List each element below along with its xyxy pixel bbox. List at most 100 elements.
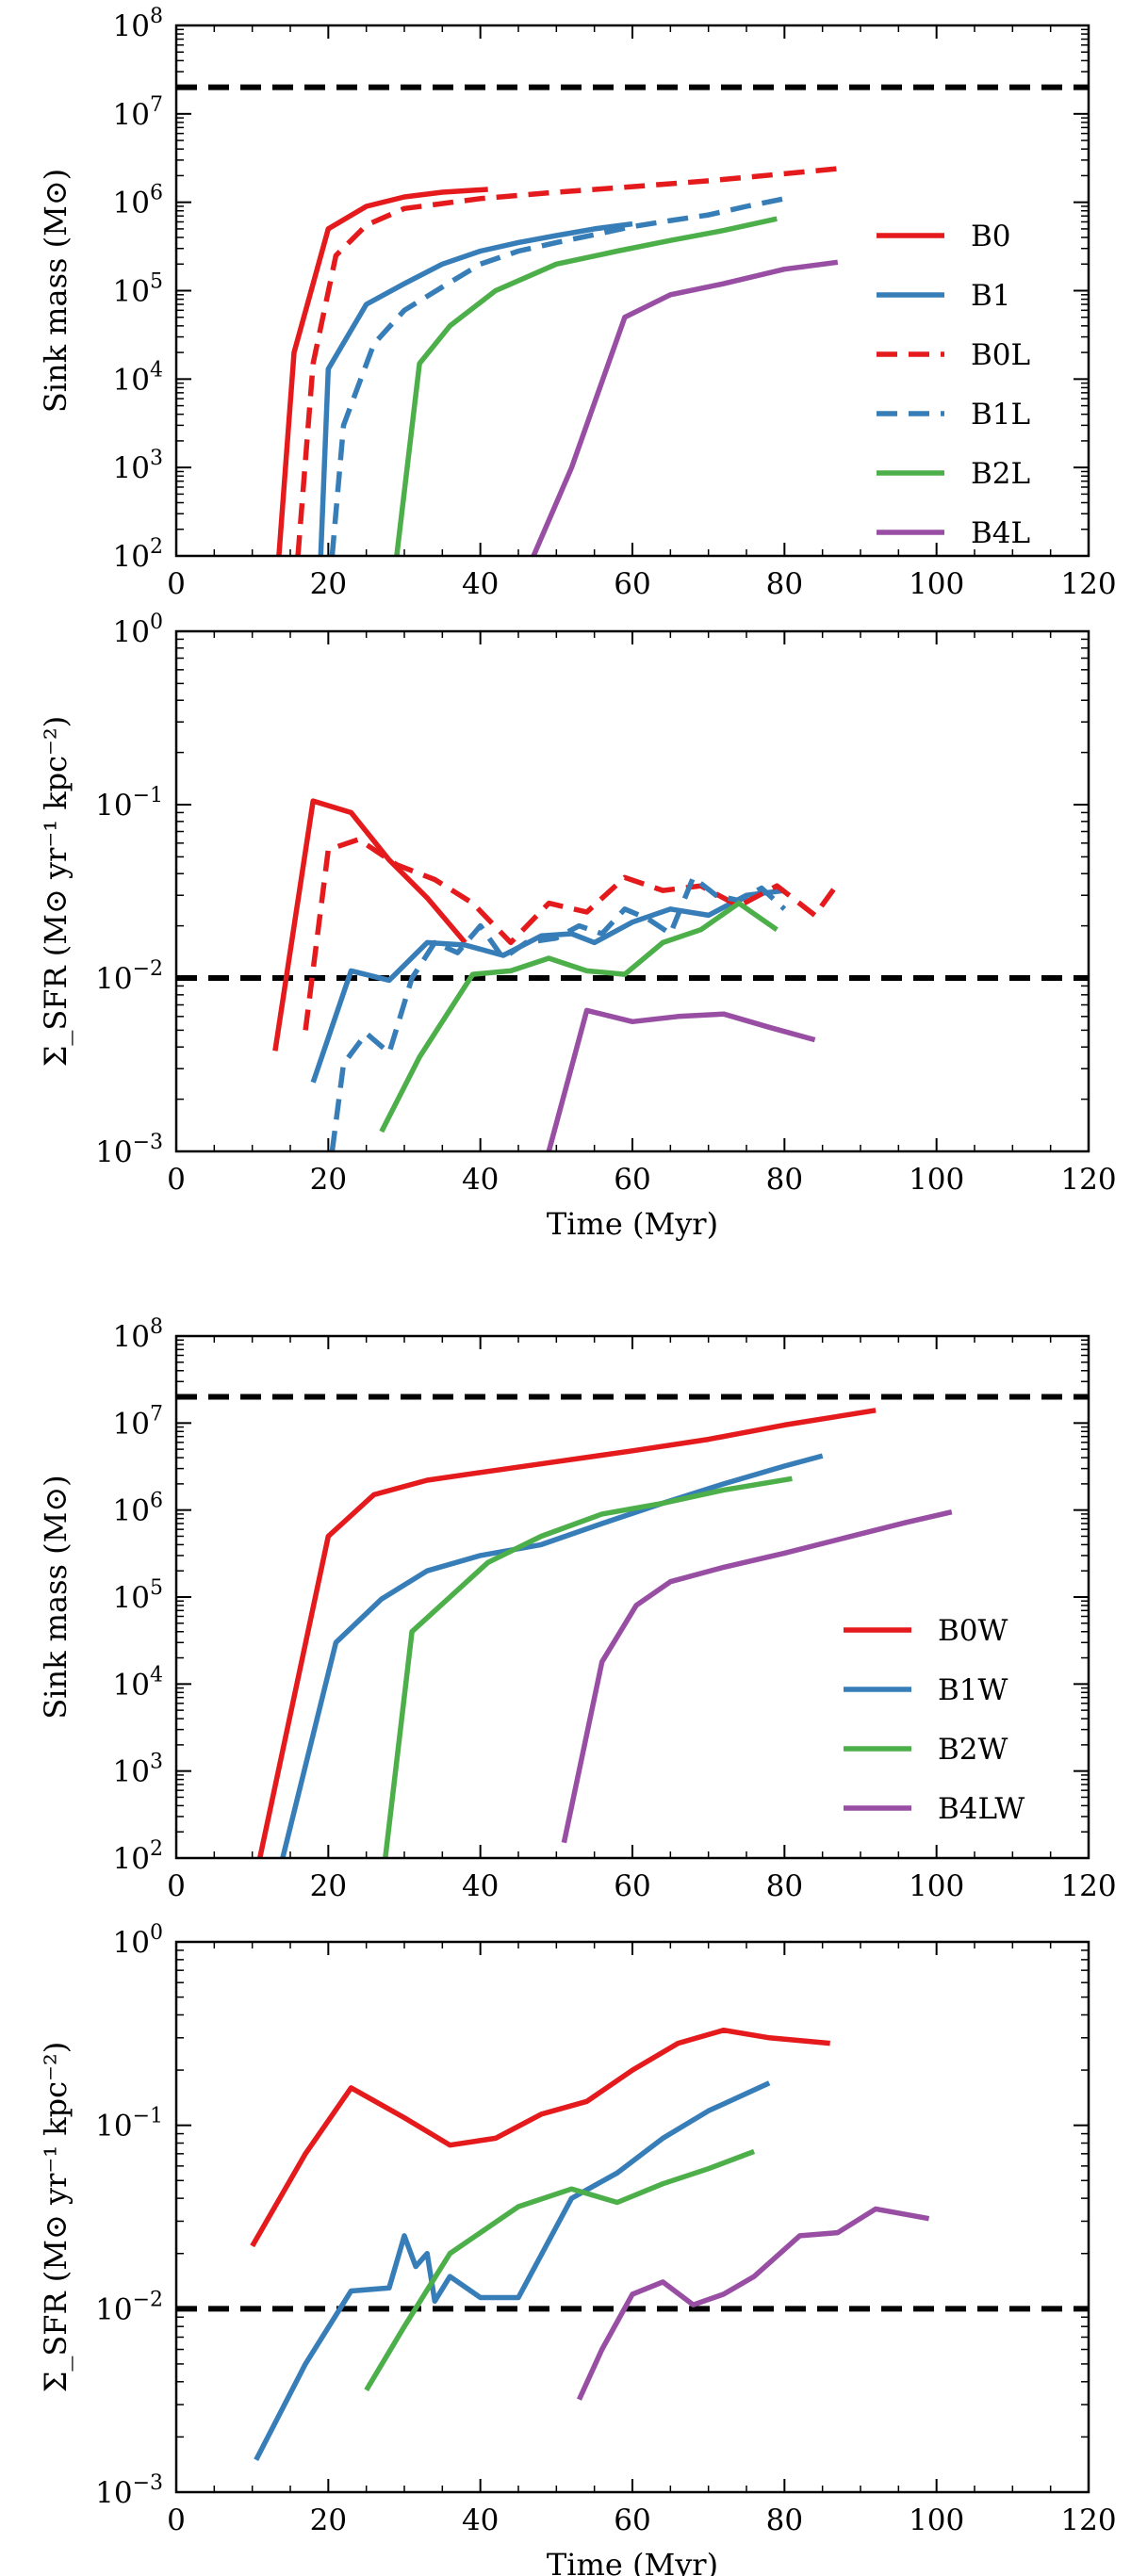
legend-label-b4lw: B4LW (938, 1792, 1024, 1826)
y-tick-exponent: 0 (150, 1921, 163, 1945)
x-tick-label: 100 (909, 567, 964, 601)
y-tick-exponent: −3 (133, 2471, 163, 2495)
x-tick-label: 100 (909, 2503, 964, 2537)
y-tick-label: 10−1 (95, 2105, 163, 2144)
series-b4l-line (546, 1007, 816, 1151)
y-tick-exponent: −1 (133, 784, 163, 807)
y-tick-label: 100 (113, 1921, 163, 1960)
legend: B0 B1 B0L B1L B2L B4L (877, 220, 1030, 550)
series-b0w-line (257, 1408, 877, 1858)
x-tick-label: 40 (462, 1163, 499, 1197)
y-tick-base: 10 (113, 275, 150, 309)
plot-area (176, 2027, 1089, 2461)
x-tick-label: 120 (1060, 1869, 1116, 1903)
y-tick-base: 10 (113, 1926, 150, 1960)
y-tick-base: 10 (95, 789, 132, 823)
legend-label-b1l: B1L (971, 398, 1030, 432)
x-axis-label: Time (Myr) (547, 1206, 718, 1242)
legend-label-b0l: B0L (971, 338, 1030, 372)
y-tick-exponent: 4 (150, 358, 163, 382)
x-tick-label: 0 (167, 1163, 186, 1197)
y-tick-exponent: 8 (150, 1315, 163, 1339)
y-tick-base: 10 (113, 1581, 150, 1615)
series-b1w-line (280, 1453, 824, 1858)
plot-area (176, 1394, 1089, 1858)
y-tick-label: 106 (113, 182, 163, 220)
x-tick-label: 80 (766, 567, 803, 601)
y-tick-base: 10 (113, 187, 150, 220)
x-tick-label: 80 (766, 1163, 803, 1197)
y-tick-exponent: 8 (150, 5, 163, 28)
y-tick-label: 10−3 (95, 2471, 163, 2510)
series-b2l-line (379, 900, 779, 1133)
y-tick-exponent: 6 (150, 1490, 163, 1513)
series-b1l-line (329, 874, 787, 1151)
legend-label-b2l: B2L (971, 457, 1030, 491)
y-tick-label: 107 (113, 93, 163, 132)
y-axis-label: Σ_SFR (M⊙ yr⁻¹ kpc⁻²) (38, 716, 74, 1068)
y-tick-base: 10 (95, 2292, 132, 2326)
y-tick-base: 10 (113, 1494, 150, 1528)
series-b4l-line (531, 259, 839, 556)
y-tick-label: 102 (113, 1837, 163, 1876)
x-tick-label: 60 (614, 1163, 650, 1197)
y-tick-base: 10 (113, 9, 150, 43)
x-tick-label: 60 (614, 1869, 650, 1903)
y-tick-label: 10−1 (95, 784, 163, 823)
legend-label-b0w: B0W (938, 1614, 1008, 1648)
y-tick-exponent: 2 (150, 535, 163, 559)
y-tick-label: 103 (113, 447, 163, 485)
y-tick-exponent: 6 (150, 182, 163, 205)
y-tick-label: 104 (113, 1663, 163, 1702)
y-tick-exponent: −3 (133, 1131, 163, 1154)
y-tick-base: 10 (95, 2110, 132, 2144)
y-tick-exponent: 7 (150, 1402, 163, 1426)
y-tick-base: 10 (113, 540, 150, 574)
series-b1-line (318, 220, 633, 556)
legend: B0W B1W B2W B4LW (844, 1614, 1024, 1826)
panel-1: 0 20 40 60 80 100 120102103104105106107108Sink… (38, 5, 1117, 601)
x-tick-label: 0 (167, 1869, 186, 1903)
y-tick-exponent: −2 (133, 2288, 163, 2311)
y-tick-exponent: 3 (150, 447, 163, 470)
y-tick-base: 10 (95, 1135, 132, 1169)
y-tick-base: 10 (113, 1755, 150, 1789)
legend-label-b1w: B1W (938, 1673, 1008, 1707)
y-tick-exponent: 2 (150, 1837, 163, 1861)
x-tick-label: 0 (167, 2503, 186, 2537)
y-tick-exponent: 4 (150, 1663, 163, 1687)
x-tick-label: 0 (167, 567, 186, 601)
x-tick-label: 40 (462, 567, 499, 601)
y-tick-label: 103 (113, 1751, 163, 1789)
y-tick-label: 106 (113, 1490, 163, 1528)
x-tick-label: 120 (1060, 1163, 1116, 1197)
series-b4lw-line (576, 2206, 930, 2401)
y-tick-label: 105 (113, 270, 163, 309)
series-b2w-line (364, 2148, 756, 2392)
legend-label-b1: B1 (971, 279, 1011, 313)
y-tick-exponent: 0 (150, 611, 163, 634)
x-tick-label: 20 (310, 1869, 347, 1903)
y-tick-label: 108 (113, 1315, 163, 1354)
axes-frame (174, 629, 1090, 1153)
y-tick-base: 10 (95, 962, 132, 996)
x-axis-label: Time (Myr) (547, 2547, 718, 2576)
series-b1l-line (329, 196, 785, 556)
y-tick-base: 10 (113, 1407, 150, 1441)
plot-area (176, 84, 1089, 556)
legend-label-b2w: B2W (938, 1733, 1008, 1767)
y-tick-label: 108 (113, 5, 163, 43)
y-tick-base: 10 (113, 615, 150, 649)
series-b0l-line (295, 166, 839, 556)
y-axis-label: Sink mass (M⊙) (38, 169, 74, 413)
series-b2l-line (394, 216, 778, 556)
plot-area (176, 798, 1089, 1151)
legend-label-b4l: B4L (971, 516, 1030, 550)
series-b4lw-line (561, 1509, 953, 1844)
y-tick-label: 10−2 (95, 2288, 163, 2326)
y-tick-base: 10 (113, 451, 150, 485)
x-tick-label: 120 (1060, 567, 1116, 601)
y-tick-base: 10 (113, 1320, 150, 1354)
